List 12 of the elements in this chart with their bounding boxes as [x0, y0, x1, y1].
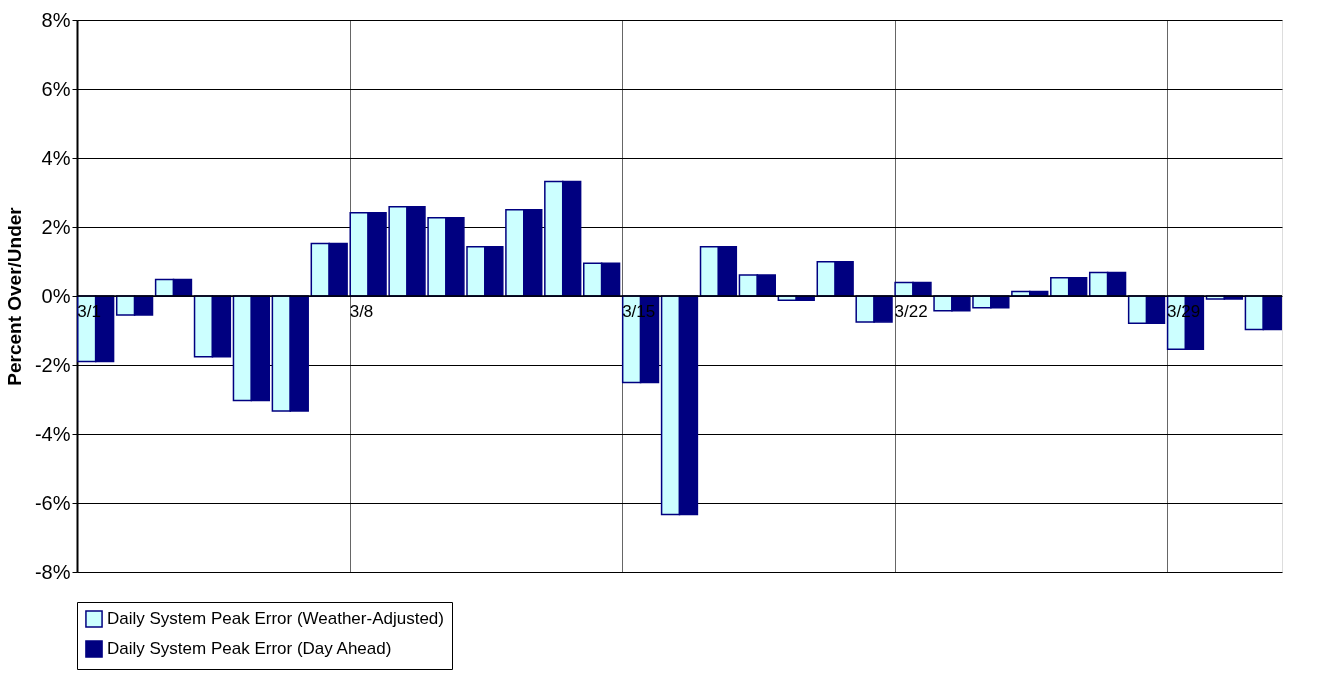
- y-tick-label: -8%: [34, 560, 71, 583]
- legend-label: Daily System Peak Error (Day Ahead): [107, 639, 392, 658]
- y-tick-label: 4%: [41, 146, 71, 169]
- y-axis-title: Percent Over/Under: [3, 206, 25, 386]
- y-tick-label: 0%: [41, 284, 71, 307]
- y-tick-label: -2%: [34, 353, 71, 376]
- y-tick-label: 8%: [41, 8, 71, 31]
- y-tick-label: -6%: [34, 491, 71, 514]
- y-tick-label: 6%: [41, 77, 71, 100]
- y-tick-label: 2%: [41, 215, 71, 238]
- legend-label: Daily System Peak Error (Weather-Adjusted): [107, 609, 444, 628]
- y-tick-label: -4%: [34, 422, 71, 445]
